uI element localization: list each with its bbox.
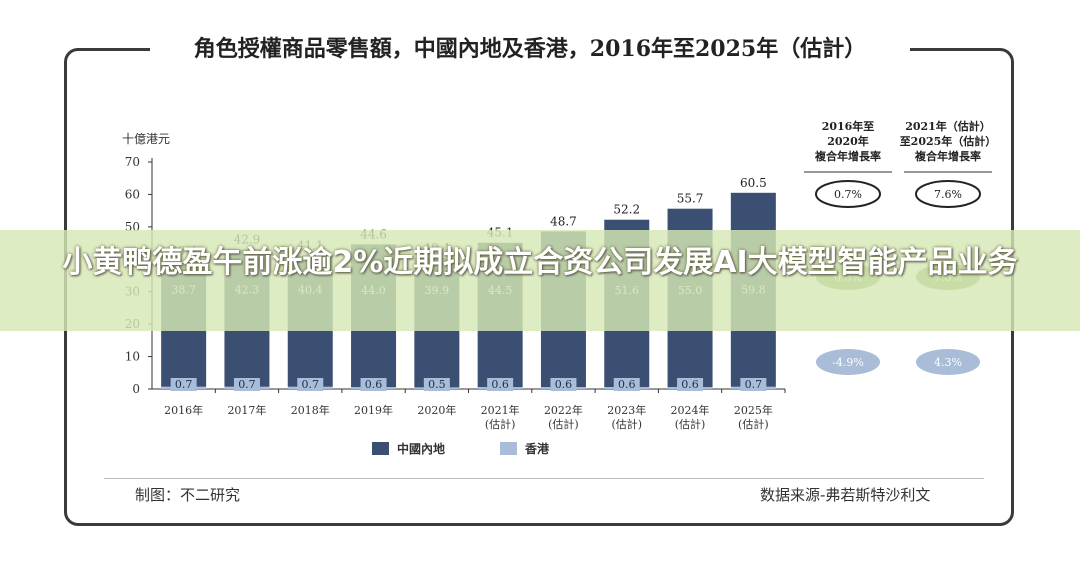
hk-label: 0.7 (745, 378, 763, 391)
hk-label: 0.7 (175, 378, 193, 391)
cagr-value: 7.6% (934, 188, 962, 201)
y-tick-label: 70 (125, 155, 140, 169)
total-label: 52.2 (613, 203, 640, 217)
total-label: 55.7 (677, 192, 704, 206)
cagr-header: 2021年（估計） (905, 119, 991, 133)
legend-label: 中國內地 (397, 441, 445, 456)
cagr-badge (915, 180, 981, 208)
cagr-header: 複合年增長率 (914, 149, 981, 163)
total-label: 60.5 (740, 176, 767, 190)
x-tick-label: (估計) (738, 417, 769, 431)
legend-swatch (500, 442, 517, 455)
hk-label-bg (740, 378, 767, 391)
x-tick-label: 2024年 (671, 403, 710, 417)
hk-label-bg (360, 378, 387, 391)
x-tick-label: 2018年 (291, 403, 330, 417)
cagr-badge (916, 349, 980, 375)
hk-label-bg (613, 378, 640, 391)
y-axis-label: 十億港元 (122, 132, 170, 146)
hk-label: 0.6 (365, 378, 383, 391)
cagr-header: 至2025年（估計） (900, 134, 997, 148)
x-tick-label: 2023年 (607, 403, 646, 417)
hk-label-bg (487, 378, 514, 391)
hk-label-bg (677, 378, 704, 391)
footer-source: 数据来源-弗若斯特沙利文 (760, 486, 931, 504)
y-tick-label: 0 (132, 382, 140, 396)
hk-label: 0.5 (428, 378, 446, 391)
cagr-badge (815, 180, 881, 208)
hk-label: 0.7 (238, 378, 256, 391)
footer-divider (104, 478, 984, 479)
hk-label: 0.6 (681, 378, 699, 391)
x-tick-label: 2022年 (544, 403, 583, 417)
x-tick-label: 2025年 (734, 403, 773, 417)
news-banner-bg (0, 230, 1080, 331)
cagr-value: -4.9% (832, 356, 864, 369)
hk-label-bg (233, 378, 260, 391)
x-tick-label: 2017年 (227, 403, 266, 417)
hk-label-bg (297, 378, 324, 391)
hk-label-bg (423, 378, 450, 391)
hk-label: 0.6 (555, 378, 573, 391)
cagr-value: 4.3% (934, 356, 962, 369)
cagr-header: 2016年至 (822, 119, 875, 133)
x-tick-label: 2016年 (164, 403, 203, 417)
cagr-header: 2020年 (827, 134, 869, 148)
x-tick-label: (估計) (548, 417, 579, 431)
chart-legend: 中國內地 香港 (372, 441, 550, 456)
chart-title: 角色授權商品零售額，中國內地及香港，2016年至2025年（估計） (150, 34, 910, 64)
x-tick-label: 2020年 (417, 403, 456, 417)
legend-label: 香港 (524, 441, 550, 456)
cagr-header: 複合年增長率 (814, 149, 881, 163)
hk-label-bg (550, 378, 577, 391)
x-tick-label: 2021年 (481, 403, 520, 417)
hk-label: 0.6 (618, 378, 636, 391)
x-tick-label: (估計) (611, 417, 642, 431)
footer-credit: 制图：不二研究 (135, 486, 241, 504)
news-banner-text: 小黄鸭德盈午前涨逾2%近期拟成立合资公司发展AI大模型智能产品业务 (62, 245, 1018, 280)
y-tick-label: 10 (125, 350, 140, 364)
x-tick-label: 2019年 (354, 403, 393, 417)
cagr-badge (816, 349, 880, 375)
legend-swatch (372, 442, 389, 455)
hk-label-bg (170, 378, 197, 391)
total-label: 48.7 (550, 214, 577, 228)
cagr-value: 0.7% (834, 188, 862, 201)
x-tick-label: (估計) (485, 417, 516, 431)
hk-label: 0.7 (302, 378, 320, 391)
y-tick-label: 60 (125, 187, 140, 201)
x-tick-label: (估計) (675, 417, 706, 431)
hk-label: 0.6 (491, 378, 509, 391)
